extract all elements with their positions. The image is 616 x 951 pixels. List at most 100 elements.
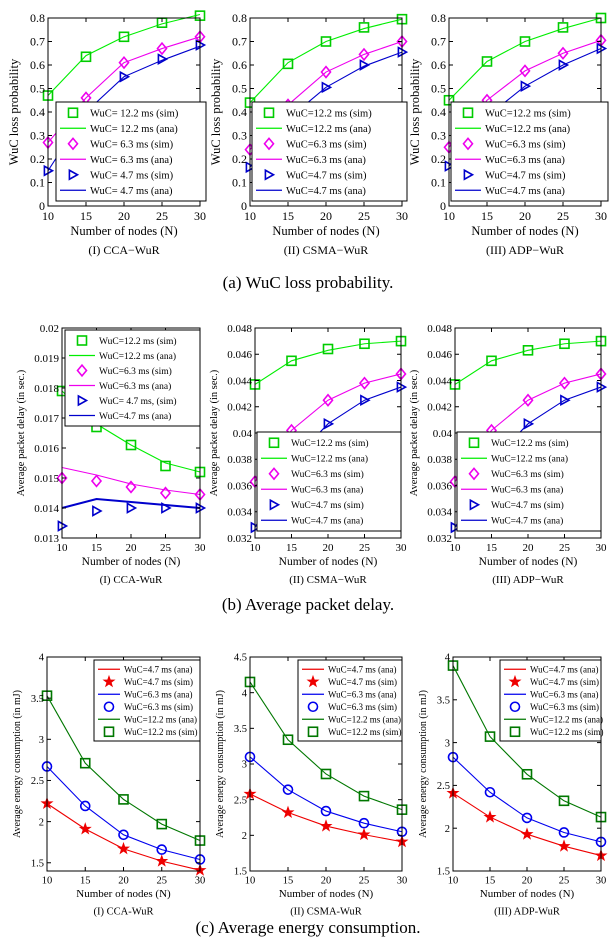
legend: WuC=12.2 ms (sim) WuC=12.2 ms (ana) WuC=6.… bbox=[450, 101, 609, 202]
legend-label: WuC=12.2 ms (sim) bbox=[286, 108, 372, 119]
legend-label: WuC=4.7 ms (sim) bbox=[491, 500, 564, 511]
x-tick-label: 15 bbox=[80, 876, 91, 887]
legend-swatch-marker bbox=[102, 674, 116, 688]
data-point bbox=[520, 827, 534, 840]
legend-swatch-marker bbox=[269, 498, 281, 511]
legend-label: WuC=12.2 ms (ana) bbox=[291, 454, 368, 465]
legend-label: WuC=4.7 ms (sim) bbox=[485, 170, 566, 181]
y-tick-label: 0.5 bbox=[431, 82, 446, 96]
legend-label: WuC=6.3 ms (ana) bbox=[291, 485, 363, 496]
legend-swatch-marker bbox=[263, 107, 275, 119]
y-tick-label: 0.3 bbox=[232, 129, 247, 143]
y-tick-label: 3 bbox=[445, 738, 450, 749]
chart-a-3: 10 15 20 25 30 0 0.1 0.2 0.3 0.4 0.5 0.6 0.7 0.8 Numbe… bbox=[408, 11, 609, 257]
y-tick-label: 3 bbox=[39, 735, 44, 746]
legend-label: WuC=4.7 ms (ana) bbox=[328, 664, 396, 674]
data-point bbox=[559, 338, 570, 350]
data-point bbox=[322, 343, 334, 355]
panel-subtitle: (I) CCA−WuR bbox=[88, 243, 159, 257]
x-tick-label: 15 bbox=[80, 209, 92, 223]
y-tick-label: 3.5 bbox=[437, 695, 450, 706]
legend-label: WuC= 12.2 ms (ana) bbox=[90, 124, 178, 135]
legend: WuC=12.2 ms (sim) WuC=12.2 ms (ana) WuC=6.… bbox=[64, 329, 201, 427]
y-tick-label: 0.046 bbox=[427, 349, 452, 361]
panel-subtitle: (II) CSMA−WuR bbox=[289, 574, 367, 586]
y-tick-label: 0.5 bbox=[232, 82, 247, 96]
series-line bbox=[249, 756, 403, 833]
x-axis-label: Number of nodes (N) bbox=[279, 888, 374, 900]
y-tick-label: 0.015 bbox=[34, 473, 59, 485]
y-axis-label: Average energy consumption (in mJ) bbox=[12, 690, 23, 838]
data-point bbox=[155, 854, 169, 867]
x-tick-label: 15 bbox=[486, 542, 498, 554]
y-axis-label: Average energy consumption (in mJ) bbox=[215, 690, 226, 838]
x-tick-label: 10 bbox=[448, 876, 459, 887]
legend-swatch-marker bbox=[103, 701, 115, 713]
legend-swatch-marker bbox=[463, 168, 475, 181]
y-axis-label: Average packet delay (in sec.) bbox=[16, 369, 27, 496]
legend-label: WuC=12.2 ms (ana) bbox=[99, 351, 176, 362]
data-point bbox=[116, 841, 131, 855]
y-tick-label: 0.1 bbox=[431, 176, 446, 190]
y-tick-label: 0.04 bbox=[233, 428, 253, 440]
y-tick-label: 0.038 bbox=[427, 454, 452, 466]
x-tick-label: 30 bbox=[397, 876, 408, 887]
legend-label: WuC=4.7 ms (ana) bbox=[491, 516, 563, 527]
legend-label: WuC= 6.3 ms (ana) bbox=[90, 155, 173, 166]
legend-label: WuC=12.2 ms (sim) bbox=[291, 438, 369, 449]
x-tick-label: 10 bbox=[42, 209, 54, 223]
data-point bbox=[126, 502, 138, 514]
panel-subtitle: (II) CSMA−WuR bbox=[284, 243, 369, 257]
y-tick-label: 2 bbox=[242, 831, 247, 842]
y-tick-label: 0.6 bbox=[232, 58, 247, 72]
y-tick-label: 4 bbox=[242, 688, 248, 699]
y-tick-label: 0.046 bbox=[227, 349, 252, 361]
legend-label: WuC=4.7 ms (sim) bbox=[291, 500, 364, 511]
data-point bbox=[159, 486, 172, 500]
legend-swatch-marker bbox=[264, 168, 276, 181]
data-point bbox=[161, 502, 172, 514]
legend-label: WuC=4.7 ms (ana) bbox=[124, 664, 192, 674]
x-tick-label: 25 bbox=[157, 876, 168, 887]
y-tick-label: 1.5 bbox=[234, 867, 247, 878]
data-point bbox=[357, 827, 371, 841]
series-line bbox=[46, 766, 201, 861]
legend-swatch-marker bbox=[307, 701, 319, 713]
x-axis-label: Number of nodes (N) bbox=[479, 556, 578, 568]
data-point bbox=[360, 394, 371, 407]
legend-swatch-marker bbox=[263, 137, 275, 151]
data-point bbox=[483, 810, 497, 823]
y-tick-label: 0 bbox=[39, 199, 45, 213]
legend-label: WuC=12.2 ms (ana) bbox=[286, 124, 372, 135]
y-tick-label: 0.02 bbox=[40, 323, 59, 335]
series-line bbox=[452, 792, 602, 857]
y-tick-label: 0.6 bbox=[431, 58, 446, 72]
data-point bbox=[522, 393, 534, 407]
x-tick-label: 20 bbox=[126, 542, 138, 554]
x-tick-label: 25 bbox=[156, 209, 168, 223]
data-point bbox=[79, 757, 91, 769]
legend-swatch-marker bbox=[76, 335, 88, 346]
x-tick-label: 30 bbox=[194, 209, 206, 223]
legend-label: WuC=12.2 ms (ana) bbox=[124, 714, 197, 724]
data-point bbox=[118, 829, 129, 841]
y-axis-label: Average packet delay (in sec.) bbox=[409, 369, 420, 496]
data-point bbox=[557, 839, 571, 852]
y-tick-label: 0.038 bbox=[227, 454, 252, 466]
legend-label: WuC= 4.7 ms, (sim) bbox=[99, 396, 177, 407]
legend-label: WuC=6.3 ms (ana) bbox=[530, 689, 598, 699]
data-point bbox=[286, 355, 297, 367]
data-point bbox=[119, 70, 131, 83]
legend-box bbox=[64, 329, 201, 427]
y-axis-label: WuC loss probability bbox=[408, 58, 422, 165]
data-point bbox=[484, 786, 496, 798]
y-tick-label: 0.3 bbox=[431, 129, 446, 143]
legend-swatch-marker bbox=[67, 137, 79, 151]
x-tick-label: 20 bbox=[523, 542, 535, 554]
legend-swatch-marker bbox=[306, 674, 320, 688]
y-tick-label: 0.4 bbox=[431, 105, 446, 119]
x-tick-label: 25 bbox=[160, 542, 172, 554]
legend-label: WuC=4.7 ms (sim) bbox=[530, 677, 599, 687]
